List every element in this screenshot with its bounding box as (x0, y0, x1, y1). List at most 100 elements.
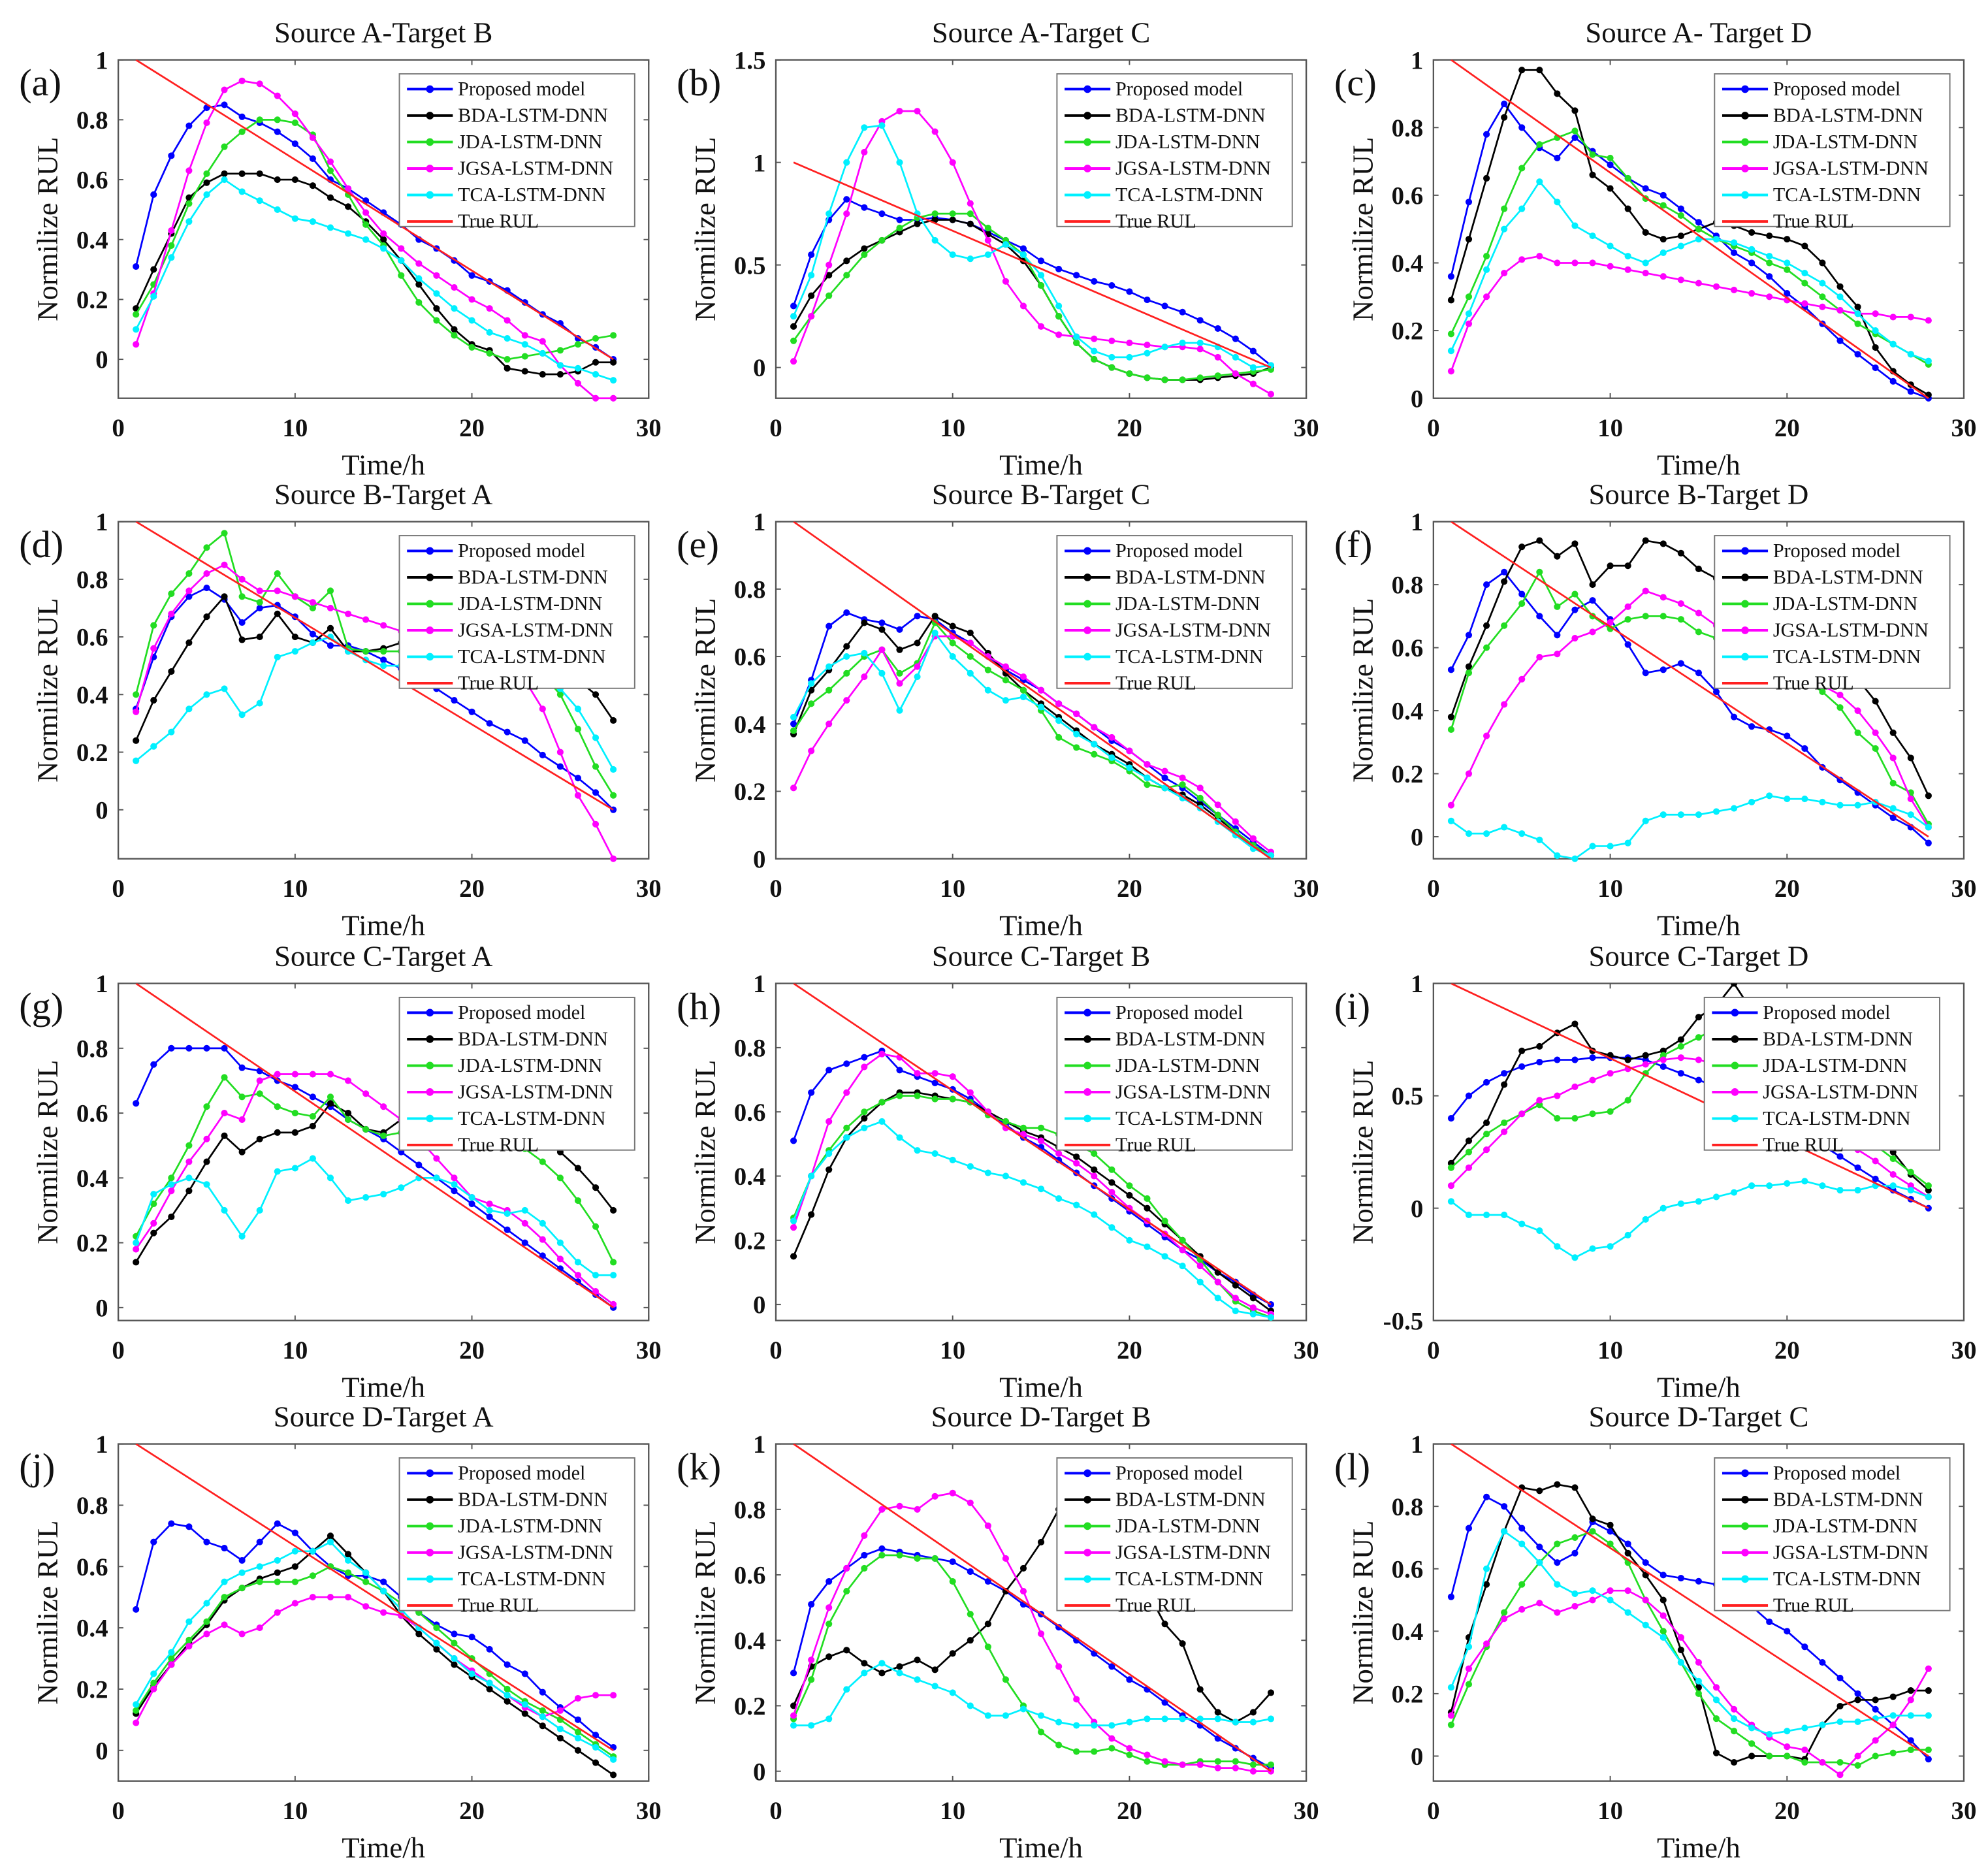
data-point (1002, 1712, 1009, 1719)
data-point (610, 855, 617, 862)
data-point (1447, 1114, 1455, 1122)
data-point (914, 663, 921, 670)
legend-label: TCA-LSTM-DNN (458, 184, 605, 206)
series-true-rul-line (1451, 521, 1929, 838)
data-point (415, 260, 423, 267)
data-point (1108, 337, 1115, 344)
data-point (1695, 1690, 1702, 1697)
data-point (1624, 174, 1631, 182)
data-point (1589, 597, 1596, 604)
data-point (256, 1563, 263, 1570)
panel-letter: (b) (677, 61, 721, 104)
data-point (185, 570, 193, 577)
data-point (1659, 540, 1667, 547)
data-point (1731, 1728, 1738, 1735)
data-point (861, 1551, 868, 1559)
data-point (1677, 1070, 1684, 1077)
data-point (1554, 852, 1561, 859)
legend-label: JGSA-LSTM-DNN (458, 619, 613, 641)
data-point (1836, 1718, 1844, 1725)
series-true-rul-line (793, 521, 1272, 860)
legend-item: True RUL (407, 1594, 539, 1617)
legend-swatch-marker (426, 1496, 434, 1504)
y-tick-label: 0.6 (76, 167, 108, 195)
series-line (792, 611, 1272, 856)
data-point (1712, 1749, 1720, 1756)
data-point (1712, 283, 1720, 290)
data-point (1642, 817, 1649, 824)
data-point (1126, 1676, 1133, 1683)
y-tick-label: 0.6 (76, 624, 108, 652)
y-axis-label: Normilize RUL (689, 598, 722, 783)
data-point (539, 1158, 546, 1165)
data-point (1073, 1748, 1080, 1755)
data-point (1854, 729, 1861, 736)
data-point (843, 272, 850, 279)
data-point (949, 1577, 956, 1585)
data-point (1179, 1715, 1186, 1722)
legend-swatch-marker (426, 165, 434, 172)
series-line (135, 178, 614, 381)
data-point (468, 317, 475, 324)
data-point (1748, 723, 1756, 730)
data-point (1784, 290, 1791, 297)
data-point (931, 216, 938, 223)
data-point (1002, 677, 1009, 684)
data-point (344, 185, 352, 192)
legend-item: JGSA-LSTM-DNN (1065, 619, 1271, 641)
data-point (1108, 1745, 1115, 1752)
x-tick-label: 10 (1597, 1336, 1623, 1365)
data-point (1179, 1640, 1186, 1647)
legend-item: Proposed model (1712, 1001, 1891, 1024)
legend-swatch-marker (1741, 1522, 1749, 1530)
data-point (896, 707, 903, 714)
data-point (256, 604, 263, 612)
data-point (967, 670, 974, 677)
legend-item: True RUL (1712, 1134, 1844, 1156)
data-point (1607, 619, 1614, 626)
series-true-rul-line (1451, 1444, 1929, 1757)
data-point (1214, 353, 1221, 361)
data-point (556, 347, 564, 354)
data-point (221, 1074, 228, 1081)
data-point (1249, 1709, 1257, 1716)
data-point (1091, 1150, 1098, 1157)
data-point (185, 1142, 193, 1149)
data-point (878, 1118, 886, 1125)
data-point (556, 1255, 564, 1263)
legend-box (1714, 73, 1951, 227)
data-point (1037, 703, 1045, 711)
series-jda-lstm-dnn (1447, 127, 1932, 368)
legend-label: JGSA-LSTM-DNN (1115, 1542, 1271, 1564)
data-point (1144, 1243, 1151, 1250)
data-point (861, 1054, 868, 1061)
data-point (1126, 1719, 1133, 1726)
panel-letter: (i) (1334, 985, 1370, 1027)
data-point (574, 1197, 582, 1204)
data-point (168, 728, 175, 735)
legend-label: BDA-LSTM-DNN (458, 105, 608, 127)
data-point (221, 1206, 228, 1214)
data-point (1501, 1503, 1508, 1510)
data-point (504, 1661, 511, 1668)
x-tick-label: 10 (940, 1336, 965, 1365)
data-point (274, 1071, 281, 1078)
data-point (327, 158, 334, 165)
data-point (878, 670, 886, 677)
data-point (168, 1174, 175, 1182)
data-point (327, 194, 334, 201)
data-point (1784, 1743, 1791, 1751)
data-point (291, 1165, 298, 1172)
legend-item: True RUL (1065, 210, 1196, 233)
series-proposed-model (1447, 568, 1932, 847)
data-point (1589, 151, 1596, 158)
legend-label: BDA-LSTM-DNN (1773, 566, 1923, 589)
legend-swatch-marker (1083, 1575, 1091, 1583)
data-point (1179, 308, 1186, 315)
data-point (1108, 282, 1115, 289)
data-point (1659, 1063, 1667, 1070)
legend-label: Proposed model (1115, 540, 1243, 562)
data-point (1483, 622, 1490, 629)
data-point (1249, 835, 1257, 842)
data-point (486, 720, 493, 727)
